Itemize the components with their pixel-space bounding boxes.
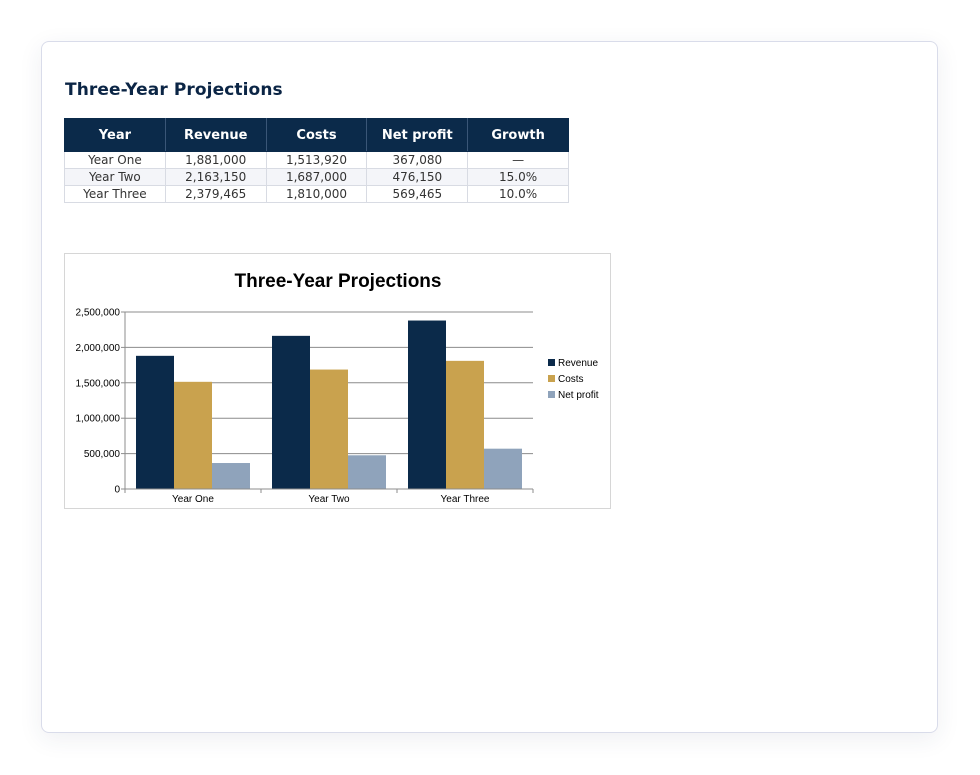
legend-label: Revenue xyxy=(558,358,598,369)
y-tick-label: 500,000 xyxy=(84,449,121,460)
table-row: Year Three 2,379,465 1,810,000 569,465 1… xyxy=(64,185,569,203)
cell-revenue: 1,881,000 xyxy=(164,151,267,169)
cell-year: Year Three xyxy=(64,185,166,203)
cell-revenue: 2,379,465 xyxy=(164,185,267,203)
chart-title: Three-Year Projections xyxy=(235,271,442,292)
chart-bars xyxy=(136,320,522,489)
bar-costs xyxy=(310,369,348,489)
legend-swatch xyxy=(548,391,555,398)
bar-net-profit xyxy=(212,463,250,489)
cell-costs: 1,513,920 xyxy=(265,151,368,169)
projections-chart: Three-Year Projections 0 500,000 1,000,000… xyxy=(64,253,611,509)
legend-swatch xyxy=(548,375,555,382)
column-header-revenue: Revenue xyxy=(164,118,267,152)
projections-table: Year Revenue Costs Net profit Growth Yea… xyxy=(64,118,569,203)
cell-growth: — xyxy=(467,151,569,169)
table-header-row: Year Revenue Costs Net profit Growth xyxy=(64,118,569,152)
bar-revenue xyxy=(272,335,310,489)
cell-revenue: 2,163,150 xyxy=(164,168,267,186)
legend-label: Costs xyxy=(558,374,584,385)
legend-swatch xyxy=(548,359,555,366)
y-tick-label: 2,000,000 xyxy=(76,343,121,354)
x-tick-label: Year Three xyxy=(441,494,490,505)
cell-year: Year Two xyxy=(64,168,166,186)
chart-canvas: Three-Year Projections 0 500,000 1,000,000… xyxy=(76,271,599,505)
bar-costs xyxy=(174,381,212,489)
cell-year: Year One xyxy=(64,151,166,169)
table-row: Year One 1,881,000 1,513,920 367,080 — xyxy=(64,151,569,169)
cell-net-profit: 476,150 xyxy=(366,168,469,186)
bar-revenue xyxy=(136,355,174,489)
column-header-growth: Growth xyxy=(467,118,569,152)
bar-net-profit xyxy=(348,455,386,489)
cell-growth: 10.0% xyxy=(467,185,569,203)
page-title: Three-Year Projections xyxy=(65,80,283,100)
column-header-net-profit: Net profit xyxy=(366,118,469,152)
table-row: Year Two 2,163,150 1,687,000 476,150 15.… xyxy=(64,168,569,186)
cell-costs: 1,687,000 xyxy=(265,168,368,186)
cell-net-profit: 569,465 xyxy=(366,185,469,203)
legend-label: Net profit xyxy=(558,390,599,401)
bar-revenue xyxy=(408,320,446,489)
bar-net-profit xyxy=(484,448,522,489)
chart-legend: Revenue Costs Net profit xyxy=(548,358,599,401)
y-tick-label: 2,500,000 xyxy=(76,308,121,319)
x-tick-label: Year One xyxy=(172,494,214,505)
x-tick-label: Year Two xyxy=(308,494,350,505)
cell-growth: 15.0% xyxy=(467,168,569,186)
column-header-costs: Costs xyxy=(265,118,368,152)
cell-costs: 1,810,000 xyxy=(265,185,368,203)
chart-axes: 0 500,000 1,000,000 1,500,000 2,000,000 2,500… xyxy=(76,308,534,505)
y-tick-label: 1,000,000 xyxy=(76,414,121,425)
cell-net-profit: 367,080 xyxy=(366,151,469,169)
bar-costs xyxy=(446,360,484,489)
column-header-year: Year xyxy=(64,118,166,152)
y-tick-label: 1,500,000 xyxy=(76,378,121,389)
y-tick-label: 0 xyxy=(114,485,120,496)
